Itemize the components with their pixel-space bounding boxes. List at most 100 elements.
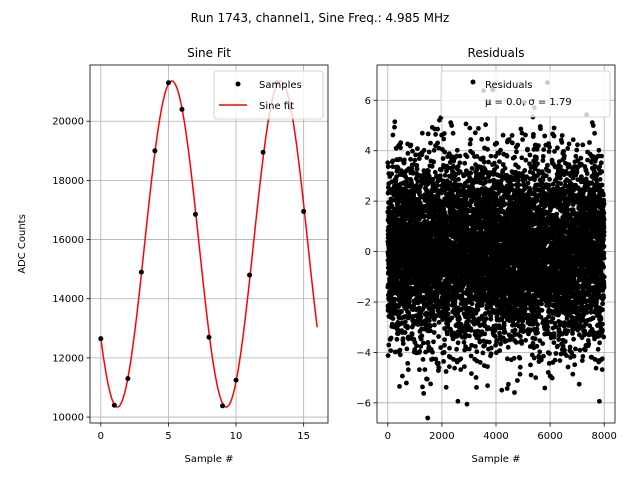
residual-point bbox=[390, 316, 396, 321]
sine-fit-ylabel: ADC Counts bbox=[17, 214, 28, 274]
residual-point bbox=[457, 316, 462, 322]
sine-fit-xtick-label: 15 bbox=[297, 431, 310, 442]
residual-point bbox=[399, 168, 404, 174]
residual-point bbox=[435, 140, 440, 146]
residual-point bbox=[502, 329, 508, 335]
residual-point bbox=[463, 121, 469, 127]
residual-point bbox=[443, 369, 449, 374]
residual-point bbox=[415, 146, 420, 152]
residual-point bbox=[488, 153, 494, 159]
residual-point bbox=[435, 291, 440, 297]
residual-point bbox=[433, 132, 438, 137]
residual-point bbox=[442, 149, 448, 155]
residual-point bbox=[505, 344, 511, 350]
sample-point bbox=[220, 403, 226, 409]
residual-point bbox=[456, 177, 461, 182]
residual-point bbox=[386, 185, 391, 190]
residual-point bbox=[454, 346, 459, 352]
residual-point bbox=[512, 154, 517, 160]
residual-point bbox=[421, 391, 427, 396]
residual-point bbox=[405, 367, 411, 373]
residual-point bbox=[421, 147, 427, 153]
residual-point bbox=[440, 156, 446, 161]
residual-point bbox=[515, 378, 520, 383]
residual-point bbox=[517, 371, 523, 377]
residual-point bbox=[434, 187, 440, 193]
residual-point bbox=[454, 147, 460, 153]
residual-point bbox=[445, 311, 451, 317]
residual-point bbox=[404, 380, 409, 386]
residual-point bbox=[447, 345, 452, 351]
residual-point bbox=[473, 375, 479, 380]
residual-point bbox=[479, 136, 485, 142]
residual-point bbox=[455, 340, 461, 346]
residual-point bbox=[442, 337, 447, 342]
residual-point bbox=[445, 306, 451, 312]
residual-point bbox=[427, 328, 433, 334]
residual-point bbox=[436, 145, 442, 151]
residual-point bbox=[394, 174, 399, 180]
residual-point bbox=[404, 176, 410, 182]
residual-point bbox=[485, 364, 490, 369]
residual-point bbox=[464, 401, 470, 407]
residual-point bbox=[488, 351, 494, 357]
residual-point bbox=[404, 346, 410, 352]
residual-point bbox=[514, 149, 519, 155]
sample-point bbox=[165, 80, 171, 86]
residual-point bbox=[417, 189, 422, 195]
residual-point bbox=[427, 323, 433, 329]
sample-point bbox=[247, 272, 253, 278]
residual-point bbox=[455, 398, 461, 404]
residual-point bbox=[461, 339, 467, 345]
residual-point bbox=[457, 160, 463, 166]
residuals-ytick-label: −4 bbox=[356, 348, 371, 359]
residual-point bbox=[414, 163, 420, 168]
residual-point bbox=[497, 159, 502, 165]
residual-point bbox=[436, 320, 442, 325]
sine-fit-ytick-label: 16000 bbox=[52, 235, 84, 246]
residual-point bbox=[418, 314, 424, 320]
residual-point bbox=[420, 384, 425, 390]
sample-point bbox=[301, 208, 307, 214]
residual-point bbox=[485, 383, 490, 389]
residual-point bbox=[385, 160, 391, 166]
residual-point bbox=[494, 141, 499, 147]
residual-point bbox=[393, 181, 399, 187]
residual-point bbox=[468, 137, 474, 143]
residual-point bbox=[402, 157, 407, 163]
residual-point bbox=[502, 201, 508, 207]
sine-fit-xtick-label: 0 bbox=[98, 431, 104, 442]
residual-point bbox=[481, 159, 487, 165]
residual-point bbox=[462, 160, 468, 166]
residual-point bbox=[426, 168, 431, 174]
residual-point bbox=[431, 147, 437, 153]
residual-point bbox=[406, 311, 412, 316]
sample-point bbox=[98, 336, 104, 342]
residual-point bbox=[441, 350, 447, 355]
sample-point bbox=[260, 149, 266, 155]
residual-point bbox=[477, 360, 483, 365]
residual-point bbox=[400, 341, 406, 346]
residual-point bbox=[389, 171, 395, 177]
residual-point bbox=[509, 133, 515, 138]
residuals-ytick-label: 2 bbox=[365, 197, 371, 208]
residual-point bbox=[457, 153, 463, 159]
residual-point bbox=[447, 364, 452, 370]
residual-point bbox=[405, 151, 411, 156]
residual-point bbox=[424, 376, 430, 382]
residual-point bbox=[422, 367, 428, 372]
sample-point bbox=[138, 269, 144, 275]
sine-fit-ytick-label: 18000 bbox=[52, 176, 84, 187]
residual-point bbox=[502, 165, 508, 171]
residual-point bbox=[421, 340, 426, 346]
residual-point bbox=[432, 322, 437, 328]
residual-point bbox=[385, 164, 391, 170]
residual-point bbox=[435, 193, 441, 199]
residual-point bbox=[506, 381, 511, 387]
residual-point bbox=[444, 331, 450, 337]
residual-point bbox=[429, 164, 435, 169]
residual-point bbox=[452, 297, 458, 303]
residual-point bbox=[442, 172, 448, 178]
residual-point bbox=[398, 145, 403, 151]
